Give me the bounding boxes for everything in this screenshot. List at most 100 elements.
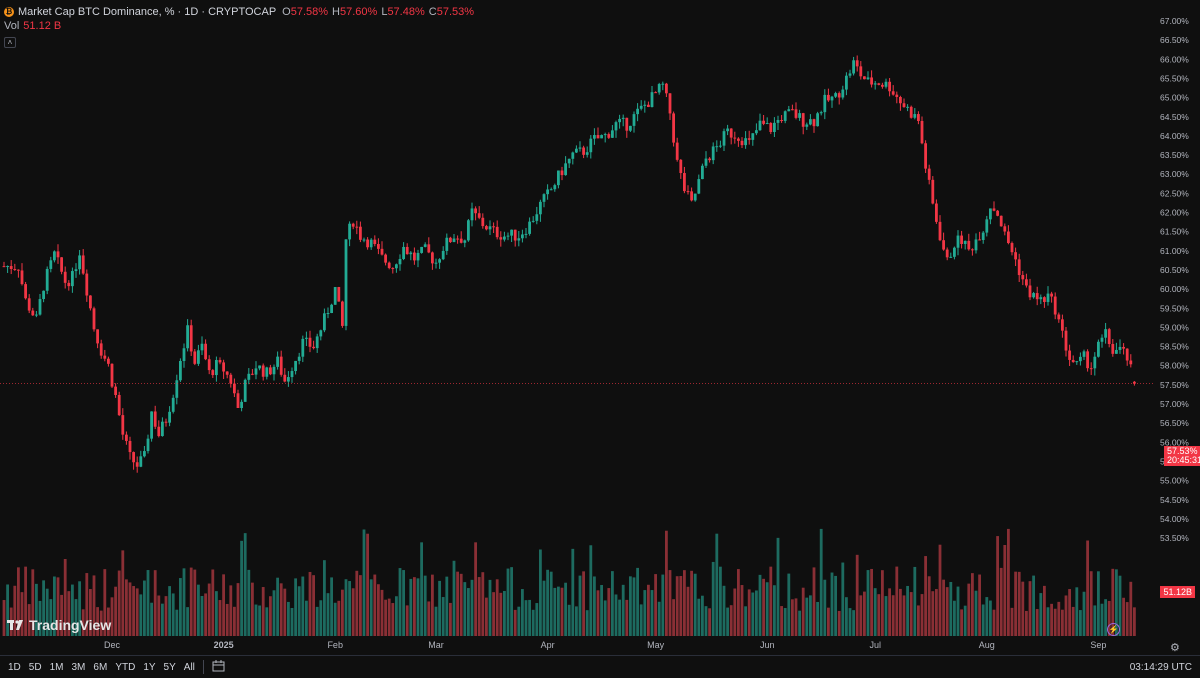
x-tick-label: 2025: [214, 640, 234, 650]
volume-bar: [405, 605, 409, 636]
volume-bar: [510, 567, 513, 636]
volume-bar: [438, 580, 441, 636]
volume-bar: [92, 575, 96, 636]
volume-bar: [171, 593, 175, 636]
candle-body: [467, 220, 470, 241]
candle-body: [398, 259, 402, 265]
candle-body: [827, 94, 830, 101]
volume-bar: [837, 610, 841, 636]
candle-body: [27, 298, 31, 311]
volume-bar: [67, 591, 71, 636]
volume-bar: [193, 569, 197, 636]
candle-body: [704, 158, 708, 166]
volume-bar: [981, 604, 985, 636]
y-tick-label: 66.00%: [1160, 54, 1189, 64]
candle-body: [765, 122, 769, 124]
candle-body: [373, 239, 377, 245]
collapse-chevron-icon[interactable]: ˄: [4, 36, 16, 48]
volume-bar: [960, 609, 963, 636]
candle-body: [866, 77, 870, 80]
volume-bar: [182, 568, 186, 636]
candle-body: [1017, 259, 1021, 276]
tradingview-logo[interactable]: TradingView: [7, 617, 111, 633]
x-tick-label: Dec: [104, 640, 121, 650]
gear-icon[interactable]: ⚙: [1170, 642, 1180, 654]
candle-body: [229, 374, 233, 384]
volume-bar: [780, 606, 783, 636]
volume-bar: [593, 576, 596, 636]
volume-bar: [402, 570, 405, 636]
timeframe-3m[interactable]: 3M: [71, 661, 86, 673]
volume-bar: [377, 584, 380, 636]
volume-bar: [863, 591, 866, 636]
candle-body: [517, 238, 521, 241]
volume-bar: [859, 595, 863, 636]
volume-bar: [477, 577, 481, 636]
candle-body: [297, 356, 301, 361]
candle-body: [143, 451, 146, 457]
candle-body: [873, 83, 877, 85]
date-range-icon[interactable]: [208, 659, 229, 675]
candle-body: [996, 210, 999, 216]
candle-body: [629, 125, 632, 131]
timeframe-all[interactable]: All: [183, 661, 195, 673]
volume-bar: [1129, 581, 1133, 636]
candle-body: [182, 348, 186, 362]
candle-body: [949, 256, 953, 258]
candle-body: [899, 97, 902, 104]
volume-bar: [938, 544, 942, 636]
timeframe-5d[interactable]: 5D: [28, 661, 42, 673]
y-tick-label: 58.00%: [1160, 361, 1189, 371]
candle-body: [269, 367, 272, 375]
volume-bar: [1061, 609, 1064, 636]
volume-bar: [1025, 610, 1028, 636]
timeframe-ytd[interactable]: YTD: [115, 661, 136, 673]
timeframe-1y[interactable]: 1Y: [143, 661, 156, 673]
volume-bar: [992, 609, 996, 636]
volume-bar: [499, 592, 503, 636]
lightning-icon[interactable]: ⚡: [1107, 623, 1120, 636]
candle-body: [557, 170, 560, 186]
volume-bar: [571, 548, 575, 636]
volume-bar: [945, 587, 949, 636]
candle-body: [1032, 293, 1035, 298]
volume-bar: [1089, 571, 1093, 636]
volume-bar: [1071, 606, 1075, 636]
timeframe-1m[interactable]: 1M: [49, 661, 64, 673]
volume-bar: [596, 590, 600, 636]
volume-bar: [513, 609, 517, 636]
utc-clock[interactable]: 03:14:29 UTC: [1129, 661, 1192, 673]
candle-body: [1010, 243, 1014, 253]
volume-bar: [891, 595, 895, 636]
candle-body: [945, 249, 949, 258]
volume-bar: [1125, 602, 1129, 636]
volume-bar: [1093, 605, 1097, 636]
candle-body: [621, 117, 625, 119]
volume-bar: [305, 600, 308, 636]
candle-body: [567, 158, 571, 164]
candle-body: [427, 244, 431, 253]
candle-body: [74, 269, 78, 272]
timeframe-1d[interactable]: 1D: [8, 661, 21, 673]
candle-body: [477, 213, 481, 218]
candle-body: [333, 287, 337, 305]
volume-bar: [63, 558, 67, 636]
brand-name: TradingView: [29, 617, 112, 633]
volume-bar: [290, 607, 294, 636]
volume-bar: [870, 568, 873, 636]
volume-bar: [189, 567, 193, 636]
volume-bar: [629, 576, 632, 636]
candle-body: [751, 133, 755, 140]
volume-bar: [89, 589, 92, 636]
volume-bar: [258, 605, 261, 636]
volume-bar: [557, 586, 560, 636]
timeframe-5y[interactable]: 5Y: [163, 661, 176, 673]
volume-bar: [218, 600, 222, 636]
candle-body: [848, 73, 852, 76]
y-tick-label: 59.00%: [1160, 322, 1189, 332]
timeframe-6m[interactable]: 6M: [93, 661, 108, 673]
candle-body: [150, 411, 153, 439]
volume-bar: [611, 571, 614, 636]
volume-bar: [855, 554, 859, 636]
